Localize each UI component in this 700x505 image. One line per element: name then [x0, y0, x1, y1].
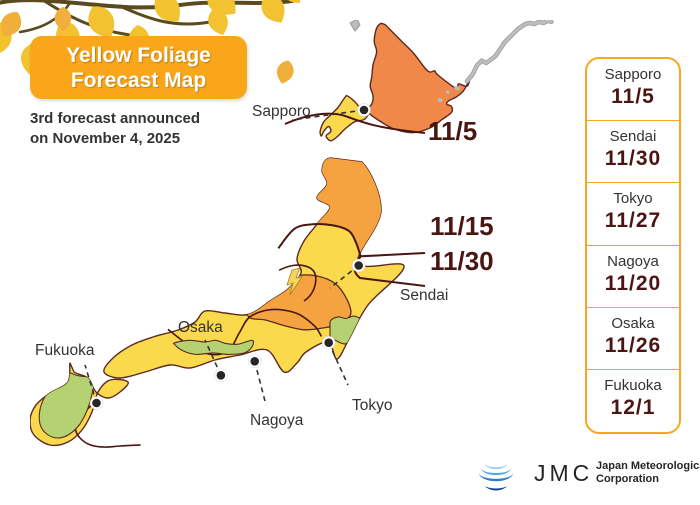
svg-text:11/15: 11/15	[430, 211, 494, 241]
svg-text:Sapporo: Sapporo	[252, 103, 311, 120]
svg-text:Corporation: Corporation	[596, 473, 659, 485]
svg-text:11/5: 11/5	[428, 116, 477, 146]
svg-text:11/30: 11/30	[430, 246, 494, 276]
svg-text:Tokyo: Tokyo	[352, 397, 393, 414]
svg-text:Nagoya: Nagoya	[250, 412, 304, 429]
svg-text:Fukuoka: Fukuoka	[35, 342, 95, 359]
svg-text:Sendai: Sendai	[400, 287, 448, 304]
svg-text:Osaka: Osaka	[178, 319, 223, 336]
svg-text:Japan Meteorological: Japan Meteorological	[596, 460, 700, 472]
svg-text:JMC: JMC	[534, 460, 593, 486]
